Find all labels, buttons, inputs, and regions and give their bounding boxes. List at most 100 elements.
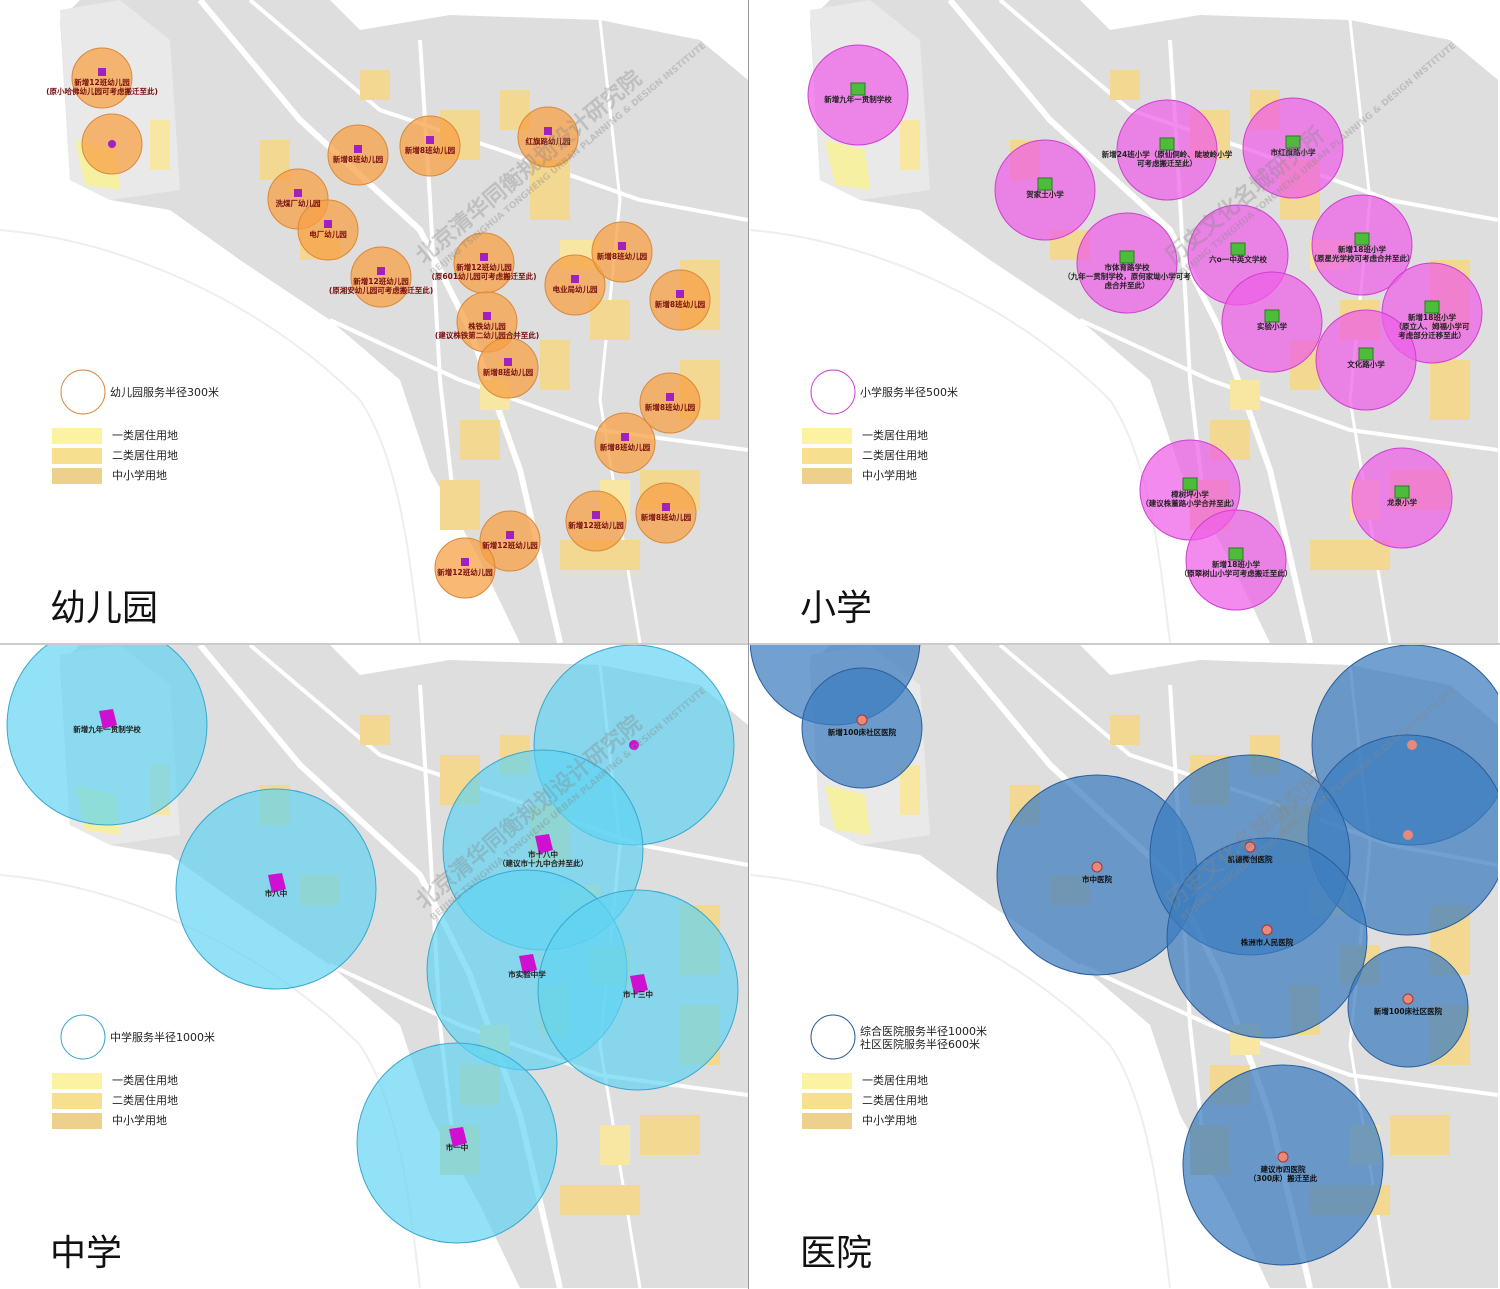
facility-label: 龙泉小学 [1387,497,1417,507]
facility-icon [1230,242,1246,256]
panel-title: 幼儿园 [50,588,158,629]
service-radius [327,124,389,186]
legend-swatch [52,448,102,464]
facility-label: 株洲市人民医院 [1241,937,1294,947]
facility-icon [1037,177,1053,191]
service-radius [1182,1064,1384,1266]
facility-icon [1285,135,1301,149]
facility-label: 新增12班幼儿园 [74,77,130,87]
panel-title: 中学 [50,1233,122,1274]
legend-swatch [802,1093,852,1109]
facility-label: 市十八中 [528,849,558,859]
facility-icon [1264,309,1280,323]
facility-icon [377,267,385,275]
facility-label: （原翠树山小学可考虑搬迁至此） [1180,568,1293,578]
facility-icon [98,68,106,76]
facility-icon [1402,993,1414,1005]
legend-label: 社区医院服务半径600米 [860,1037,980,1051]
legend-label: 二类居住用地 [112,1093,178,1107]
service-radius [594,412,656,474]
facility-icon [294,189,302,197]
service-radius [517,106,579,168]
facility-label: 新增九年一贯制学校 [73,724,141,734]
legend-label: 一类居住用地 [862,1073,928,1087]
facility-icon [662,503,670,511]
facility-label: 红旗路幼儿园 [526,136,571,146]
legend-label: 二类居住用地 [112,448,178,462]
facility-label: 新增18班小学 [1212,559,1260,569]
legend-label: 一类居住用地 [112,1073,178,1087]
facility-icon [1407,740,1417,750]
facility-label: 市体育路学校 [1105,262,1150,272]
facility-label: 株铁幼儿园 [468,321,506,331]
facility-label: 新增12班幼儿园 [482,540,538,550]
facility-label: 新增8班幼儿园 [600,442,651,452]
facility-label: 新增12班幼儿园 [456,262,512,272]
facility-label: 考虑部分迁移至此） [1398,330,1466,340]
facility-icon [99,709,117,729]
facility-label: 市红旗路小学 [1271,147,1316,157]
facility-label: 新增8班幼儿园 [483,367,534,377]
facility-icon [506,531,514,539]
facility-label: 新增8班幼儿园 [597,251,648,261]
facility-label: （原星光学校可考虑合并至此） [1310,253,1415,263]
legend-swatch [802,1073,852,1089]
facility-label: 洗煤厂幼儿园 [276,198,321,208]
facility-icon [519,954,537,974]
facility-label: 虑合并至此） [1105,280,1150,290]
service-radius [434,537,496,599]
facility-label: 新增12班幼儿园 [353,276,409,286]
service-radius [635,482,697,544]
legend-swatch [52,1093,102,1109]
legend-label: 中小学用地 [112,1113,167,1127]
facility-label: (原601幼儿园可考虑搬迁至此) [431,271,536,281]
service-radius [399,115,461,177]
map-panel: 新增12班幼儿园(原小哈佛幼儿园可考虑搬迁至此)新增8班幼儿园新增8班幼儿园红旗… [0,0,748,643]
facility-icon [1424,300,1440,314]
legend-swatch [802,468,852,484]
facility-label: 电业局幼儿园 [553,284,598,294]
facility-label: (原小哈佛幼儿园可考虑搬迁至此) [46,86,158,96]
facility-label: 樟树坪小学 [1171,489,1209,499]
service-radius [479,510,541,572]
legend-label: 综合医院服务半径1000米 [860,1024,987,1038]
facility-label: 实验小学 [1257,321,1287,331]
service-radius [297,199,359,261]
facility-icon [1091,861,1103,873]
panel-title: 小学 [800,588,872,629]
facility-icon [666,393,674,401]
facility-label: （建议市十九中合并至此） [498,858,588,868]
legend-label: 中小学用地 [112,468,167,482]
legend-symbol [810,369,856,415]
legend-symbol [60,369,106,415]
service-radius [1166,837,1368,1039]
facility-icon [592,511,600,519]
facility-label: 建议市四医院 [1260,1164,1306,1174]
facility-label: 六o一中英文学校 [1209,254,1267,264]
facility-icon [108,140,116,148]
legend-label: 中学服务半径1000米 [110,1030,215,1044]
legend-label: 二类居住用地 [862,1093,928,1107]
service-radius [565,490,627,552]
facility-label: 新增12班幼儿园 [568,520,624,530]
facility-label: （300床）搬迁至此 [1249,1173,1318,1183]
facility-label: 新增8班幼儿园 [333,154,384,164]
facility-label: 市十三中 [623,989,653,999]
facility-icon [1358,347,1374,361]
service-radius [544,254,606,316]
service-radius [71,47,133,109]
facility-icon [535,834,553,854]
facility-label: 新增12班幼儿园 [437,567,493,577]
facility-label: （建议株董路小学合并至此） [1141,498,1239,508]
facility-label: (建议株铁第二幼儿园合并至此) [435,330,539,340]
facility-icon [1228,547,1244,561]
map-panel: 新增100床社区医院市中医院凯德微创医院株洲市人民医院新增100床社区医院建议市… [750,645,1498,1288]
facility-label: 新增8班幼儿园 [405,145,456,155]
facility-label: 文化路小学 [1347,359,1385,369]
facility-label: 新增100床社区医院 [1374,1006,1443,1016]
facility-label: 新增18班小学 [1408,312,1456,322]
facility-icon [850,82,866,96]
facility-icon [544,127,552,135]
facility-label: 新增24班小学（原仙侗岭、陡坡岭小学 [1102,149,1233,159]
